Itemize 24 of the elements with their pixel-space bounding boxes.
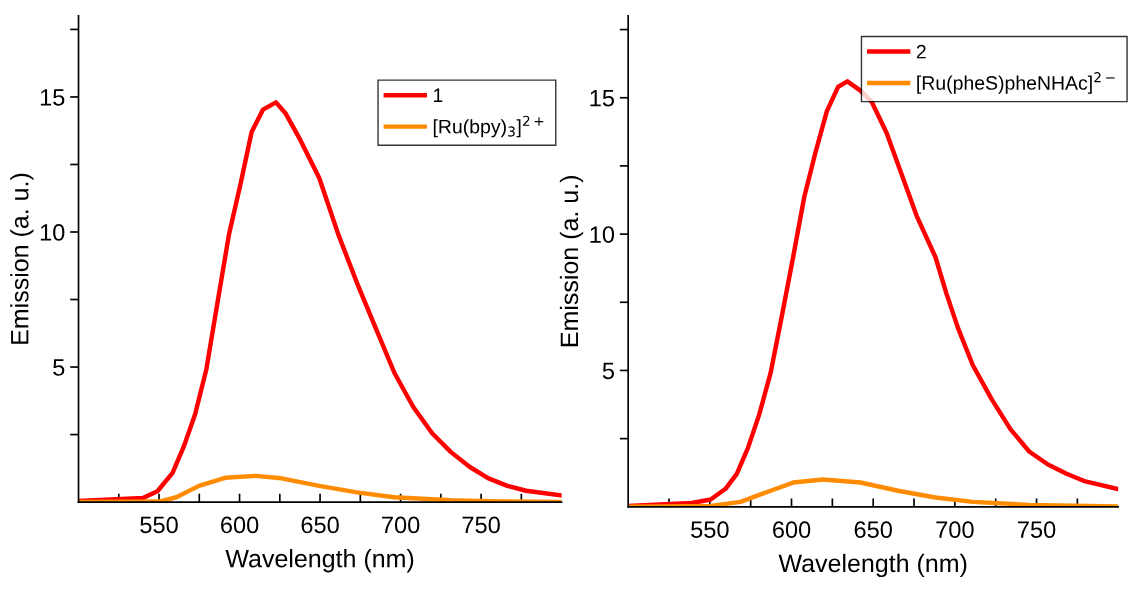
x-tick-label: 650 <box>854 521 892 539</box>
x-tick-label: 700 <box>382 516 420 534</box>
x-tick-label: 550 <box>691 521 729 539</box>
x-tick-label: 550 <box>140 516 178 534</box>
y-axis-title: Emission (a. u.) <box>10 173 34 344</box>
x-axis-title: Wavelength (nm) <box>778 553 967 578</box>
y-tick-label: 15 <box>590 90 614 107</box>
legend-label: [Ru(bpy)$_{3}$]$^{2+}$ <box>433 115 544 138</box>
y-tick-label: 5 <box>53 359 65 376</box>
x-tick-label: 600 <box>221 516 259 534</box>
x-tick-label: 700 <box>936 521 974 539</box>
legend-label: 1 <box>433 88 443 102</box>
y-tick-label: 15 <box>40 89 65 106</box>
x-tick-label: 750 <box>462 516 500 534</box>
x-tick-label: 750 <box>1018 521 1056 539</box>
y-tick-label: 10 <box>590 226 615 243</box>
y-tick-label: 5 <box>602 362 614 380</box>
x-tick-label: 600 <box>773 521 811 539</box>
x-axis-title: Wavelength (nm) <box>225 549 414 573</box>
y-tick-label: 10 <box>40 224 65 241</box>
y-axis-title: Emission (a. u.) <box>559 176 584 347</box>
legend-label: 2 <box>916 44 926 59</box>
legend-label: [Ru(pheS)pheNHAc]$^{2−}$ <box>917 72 1115 94</box>
x-tick-label: 650 <box>301 516 339 534</box>
